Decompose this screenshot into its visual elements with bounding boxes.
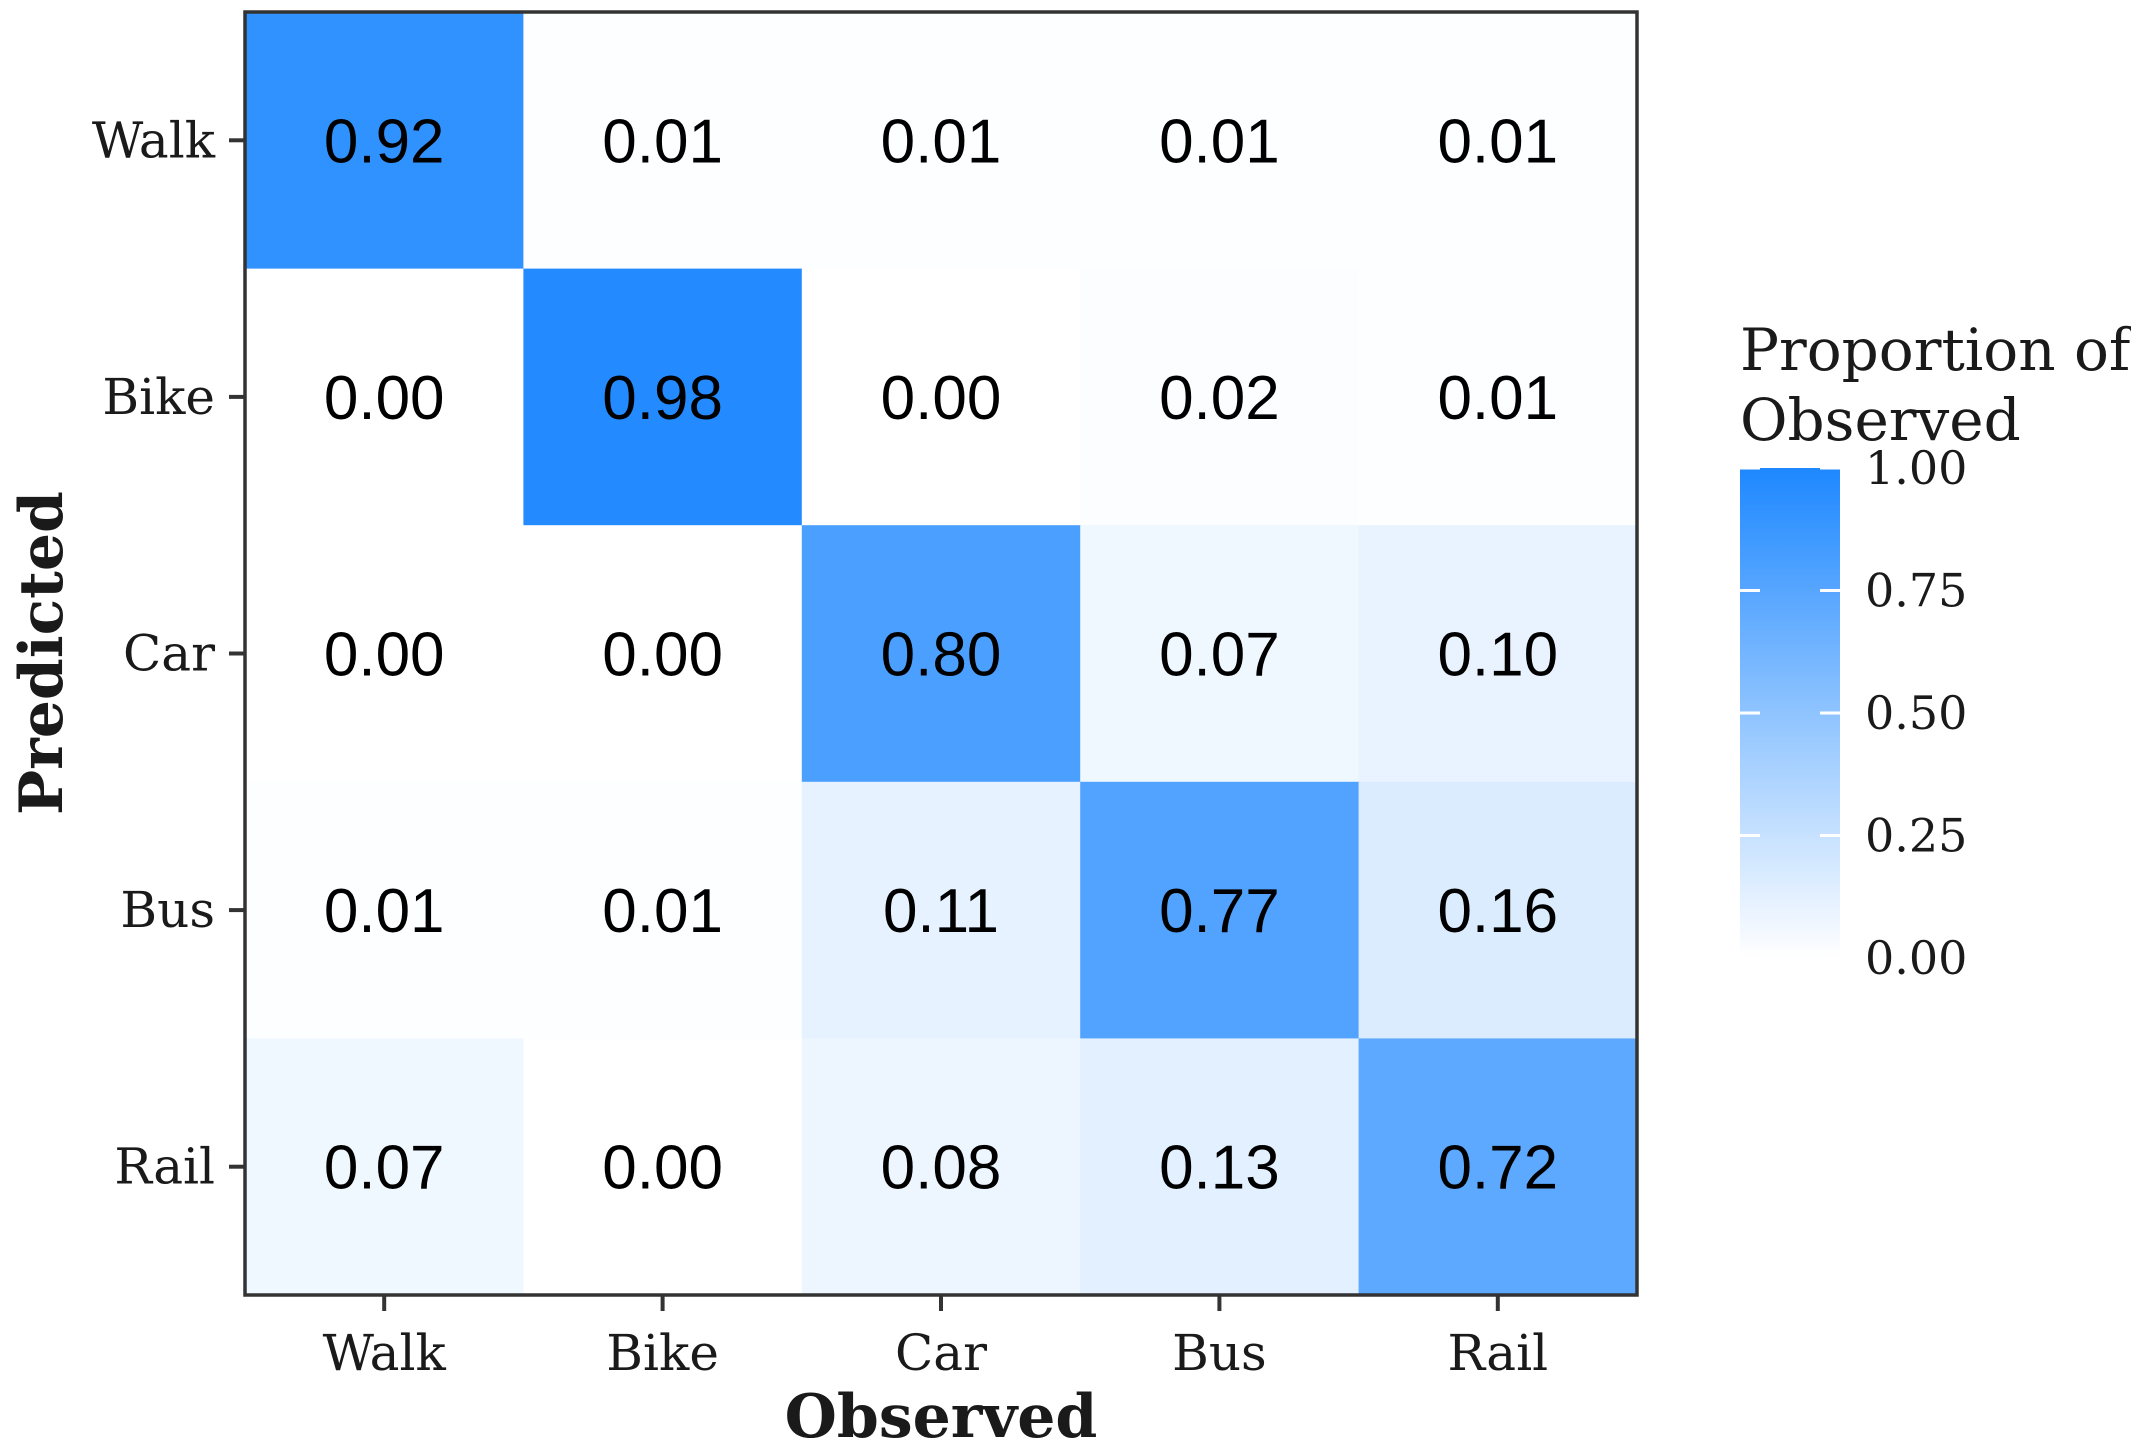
heatmap-cell (801, 12, 1081, 270)
cell-value-label: 0.07 (1159, 621, 1280, 690)
heatmap-cell (245, 268, 524, 526)
y-tick-label: Bus (120, 881, 215, 939)
cell-value-label: 0.01 (324, 877, 445, 946)
cell-value-label: 0.00 (602, 1134, 723, 1203)
legend-tick-label: 0.75 (1865, 564, 1967, 618)
heatmap-cells: 0.92 0.01 0.01 0.01 0.01 0.00 0.98 0.00 0.02 0.01… (245, 12, 1638, 1296)
legend-tick-label: 0.00 (1865, 931, 1967, 985)
cell-value-label: 0.16 (1437, 877, 1558, 946)
heatmap-cell (245, 781, 524, 1039)
legend-title-line2: Observed (1740, 386, 2021, 454)
y-tick-label: Walk (92, 111, 216, 169)
color-legend: Proportion of Observed 1.00 0.75 0.50 0.25 0… (1740, 316, 2131, 985)
heatmap-cell (1358, 525, 1638, 783)
x-tick-label: Rail (1448, 1324, 1549, 1382)
cell-value-label: 0.13 (1159, 1134, 1280, 1203)
heatmap-cell (1358, 268, 1638, 526)
heatmap-cell (1080, 268, 1360, 526)
x-axis-title: Observed (785, 1382, 1098, 1443)
cell-value-label: 0.01 (1437, 364, 1558, 433)
cell-value-label: 0.00 (324, 364, 445, 433)
legend-tick-label: 1.00 (1865, 441, 1967, 495)
cell-value-label: 0.07 (324, 1134, 445, 1203)
cell-value-label: 0.08 (881, 1134, 1002, 1203)
heatmap-cell (801, 268, 1081, 526)
cell-value-label: 0.01 (881, 107, 1002, 176)
x-tick-label: Walk (323, 1324, 447, 1382)
x-axis: Walk Bike Car Bus Rail (323, 1295, 1548, 1382)
cell-value-label: 0.98 (602, 364, 723, 433)
y-tick-label: Bike (102, 368, 215, 426)
heatmap-cell (245, 1038, 524, 1296)
heatmap-cell (1080, 12, 1360, 270)
y-tick-label: Rail (114, 1138, 215, 1196)
heatmap-cell (1080, 781, 1360, 1039)
heatmap-cell (1358, 12, 1638, 270)
cell-value-label: 0.01 (602, 107, 723, 176)
cell-value-label: 0.77 (1159, 877, 1280, 946)
legend-title-line1: Proportion of (1740, 316, 2131, 384)
y-axis: Walk Bike Car Bus Rail (92, 111, 245, 1196)
heatmap-cell (523, 268, 803, 526)
cell-value-label: 0.10 (1437, 621, 1558, 690)
heatmap-cell (801, 1038, 1081, 1296)
heatmap-cell (245, 12, 524, 270)
x-tick-label: Car (895, 1324, 987, 1382)
heatmap-cell (245, 525, 524, 783)
y-axis-title: Predicted (7, 491, 77, 815)
cell-value-label: 0.01 (602, 877, 723, 946)
legend-tick-label: 0.25 (1865, 809, 1967, 863)
heatmap-cell (1358, 781, 1638, 1039)
cell-value-label: 0.00 (602, 621, 723, 690)
cell-value-label: 0.92 (324, 107, 445, 176)
heatmap-cell (523, 525, 803, 783)
heatmap-cell (1358, 1038, 1638, 1296)
cell-value-label: 0.02 (1159, 364, 1280, 433)
heatmap-cell (523, 781, 803, 1039)
cell-value-label: 0.80 (881, 621, 1002, 690)
heatmap-cell (801, 781, 1081, 1039)
heatmap-cell (801, 525, 1081, 783)
legend-tick-label: 0.50 (1865, 686, 1967, 740)
x-tick-label: Bus (1172, 1324, 1267, 1382)
cell-value-label: 0.01 (1159, 107, 1280, 176)
x-tick-label: Bike (606, 1324, 719, 1382)
heatmap-cell (523, 12, 803, 270)
cell-value-label: 0.11 (883, 877, 999, 946)
heatmap-cell (523, 1038, 803, 1296)
cell-value-label: 0.72 (1437, 1134, 1558, 1203)
cell-value-label: 0.00 (881, 364, 1002, 433)
legend-ticks: 1.00 0.75 0.50 0.25 0.00 (1740, 441, 1967, 985)
heatmap-cell (1080, 525, 1360, 783)
heatmap-cell (1080, 1038, 1360, 1296)
cell-value-label: 0.00 (324, 621, 445, 690)
cell-value-label: 0.01 (1437, 107, 1558, 176)
y-tick-label: Car (123, 625, 215, 683)
